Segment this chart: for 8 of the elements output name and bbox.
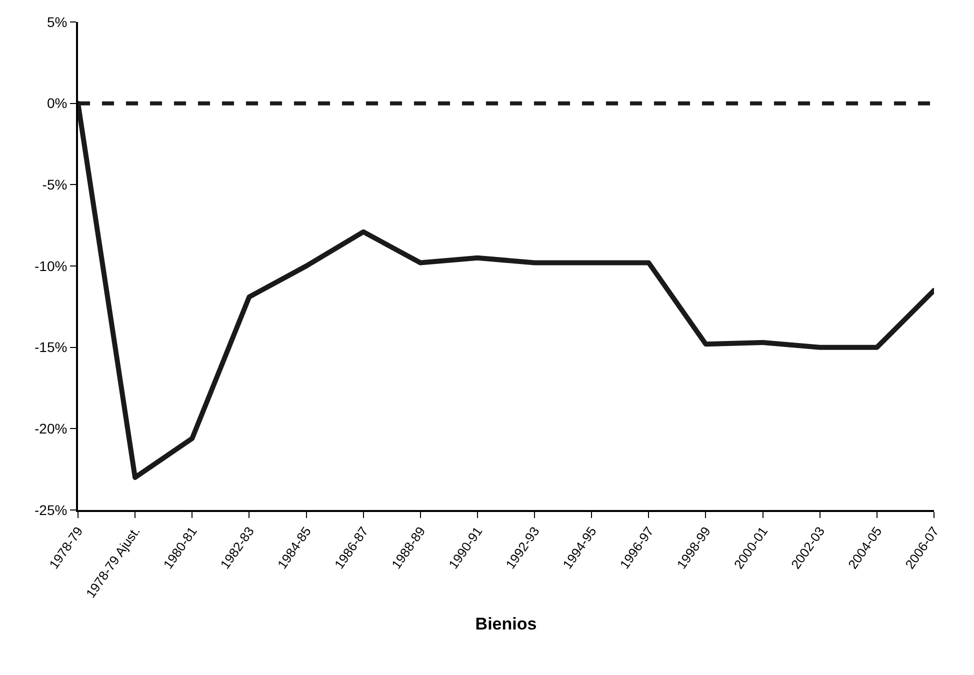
x-axis-title: Bienios <box>475 614 537 634</box>
y-tick-label: -20% <box>34 420 68 437</box>
y-tick-label: 5% <box>46 14 68 30</box>
y-tick-label: -5% <box>42 176 68 193</box>
y-tick-label: -15% <box>34 339 68 356</box>
y-tick-label: -10% <box>34 258 68 274</box>
y-tick-label: -25% <box>34 502 68 518</box>
y-tick-label: 0% <box>46 95 68 112</box>
